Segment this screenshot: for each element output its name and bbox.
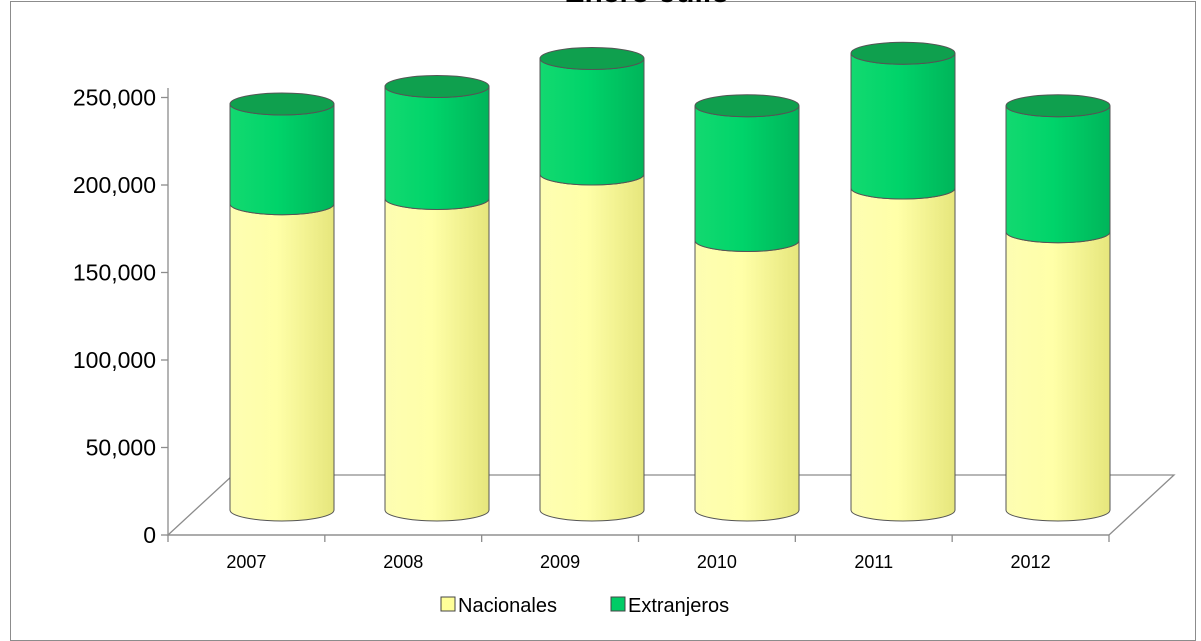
legend-swatch-nacionales [440, 596, 456, 612]
x-tick-label: 2012 [1011, 552, 1051, 572]
bar-nacionales-2008 [384, 198, 490, 522]
bar-extranjeros-2007 [229, 103, 335, 216]
bar-group-2011 [850, 41, 956, 522]
bars [229, 41, 1111, 522]
bar-group-2008 [384, 75, 490, 522]
bar-nacionales-2007 [229, 203, 335, 522]
y-tick-label: 250,000 [73, 85, 156, 111]
y-tick-label: 100,000 [73, 347, 156, 373]
x-tick-label: 2009 [540, 552, 580, 572]
bar-nacionales-2011 [850, 187, 956, 522]
x-tick-label: 2010 [697, 552, 737, 572]
bar-top-cap [694, 94, 800, 118]
bar-top-cap [850, 41, 956, 65]
chart: Enero-Julio 0 50,000 100,000 150,000 200,000… [73, 0, 1176, 617]
bar-nacionales-2012 [1005, 231, 1111, 522]
bar-group-2010 [694, 94, 800, 522]
x-tick-label: 2011 [854, 552, 893, 572]
legend: Nacionales Extranjeros [440, 595, 729, 617]
bar-group-2012 [1005, 94, 1111, 522]
bar-nacionales-2010 [694, 240, 800, 522]
y-tick-label: 150,000 [73, 260, 156, 286]
axes: 0 50,000 100,000 150,000 200,000 250,000 2007 2… [73, 85, 1110, 572]
bar-extranjeros-2008 [384, 86, 490, 210]
x-tick-label: 2007 [226, 552, 266, 572]
bar-top-cap [1005, 94, 1111, 118]
bar-extranjeros-2011 [850, 53, 956, 200]
x-tick-label: 2008 [383, 552, 423, 572]
chart-title: Enero-Julio [564, 0, 729, 9]
y-tick-label: 50,000 [86, 435, 156, 461]
bar-group-2009 [539, 47, 645, 522]
bar-top-cap [229, 92, 335, 116]
bar-extranjeros-2012 [1005, 105, 1111, 244]
bar-extranjeros-2009 [539, 58, 645, 186]
legend-swatch-extranjeros [610, 596, 626, 612]
bar-top-cap [539, 47, 645, 70]
bar-group-2007 [229, 92, 335, 522]
legend-label-nacionales: Nacionales [458, 595, 557, 617]
bar-extranjeros-2010 [694, 105, 800, 252]
y-tick-label: 0 [143, 522, 156, 548]
bar-top-cap [384, 75, 490, 98]
y-tick-label: 200,000 [73, 172, 156, 198]
legend-label-extranjeros: Extranjeros [628, 595, 729, 617]
bar-nacionales-2009 [539, 173, 645, 522]
